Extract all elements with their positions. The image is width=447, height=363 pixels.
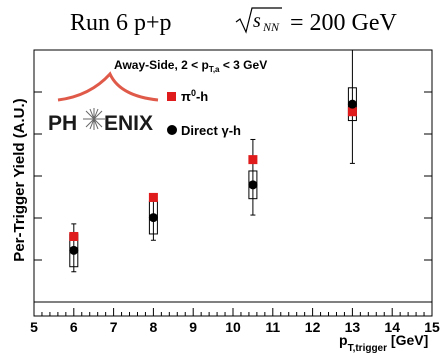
x-tick-label: 5 bbox=[30, 319, 38, 335]
pi0-h-point bbox=[248, 155, 258, 165]
x-tick-label: 9 bbox=[189, 319, 197, 335]
legend-label-pi0: π0-h bbox=[181, 88, 208, 104]
legend-marker-pi0 bbox=[167, 92, 176, 101]
x-tick-label: 15 bbox=[424, 319, 440, 335]
pi0-h-point bbox=[347, 107, 357, 117]
pi0-h-point bbox=[148, 192, 158, 202]
legend: π0-h Direct γ-h bbox=[167, 88, 241, 138]
figure-title: Run 6 p+p s NN = 200 GeV bbox=[70, 7, 398, 36]
x-tick-label: 6 bbox=[70, 319, 78, 335]
logo-flare bbox=[57, 71, 159, 102]
x-axis-label: pT,trigger [GeV] bbox=[339, 332, 428, 354]
title-root-subscript: NN bbox=[262, 20, 280, 34]
plot-frame bbox=[33, 49, 433, 317]
x-tick-labels: 5 6 7 8 9 10 11 12 13 14 15 bbox=[30, 319, 440, 335]
x-tick-label: 11 bbox=[265, 319, 280, 335]
logo-text-right: ENIX bbox=[104, 112, 153, 135]
direct-gamma-h-point bbox=[248, 180, 258, 190]
kinematic-annotation: Away-Side, 2 < pT,a < 3 GeV bbox=[114, 58, 267, 74]
x-tick-label: 12 bbox=[305, 319, 321, 335]
direct-gamma-h-point bbox=[148, 213, 158, 223]
y-ticks bbox=[34, 49, 432, 303]
phenix-logo: PH ENIX bbox=[48, 71, 159, 135]
direct-gamma-h-point bbox=[347, 99, 357, 109]
x-tick-label: 7 bbox=[110, 319, 118, 335]
x-tick-label: 13 bbox=[345, 319, 361, 335]
legend-marker-direct-gamma bbox=[167, 125, 177, 135]
pi0-h-point bbox=[69, 231, 79, 241]
legend-label-direct-gamma: Direct γ-h bbox=[181, 123, 241, 138]
x-tick-label: 8 bbox=[150, 319, 158, 335]
x-tick-label: 10 bbox=[225, 319, 241, 335]
data-layer bbox=[69, 49, 357, 273]
direct-gamma-h-point bbox=[69, 245, 79, 255]
y-axis-label: Per-Trigger Yield (A.U.) bbox=[11, 98, 28, 261]
title-prefix: Run 6 p+p bbox=[70, 10, 172, 36]
title-root-symbol: s bbox=[253, 10, 261, 32]
logo-text-left: PH bbox=[48, 112, 77, 135]
x-ticks bbox=[33, 308, 433, 316]
sqrt-sign bbox=[235, 7, 282, 34]
logo-star bbox=[83, 108, 105, 130]
x-tick-label: 14 bbox=[384, 319, 400, 335]
title-suffix: = 200 GeV bbox=[290, 10, 398, 36]
